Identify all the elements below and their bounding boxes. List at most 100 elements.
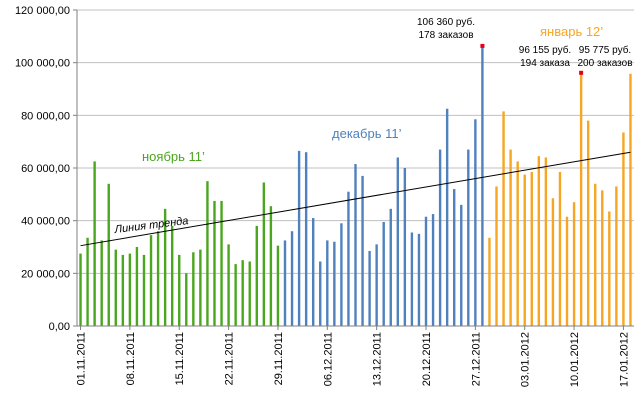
- x-axis-ticks: 01.11.2011 08.11.2011 15.11.2011 22.11.2011…: [76, 326, 630, 387]
- bar: [156, 231, 160, 326]
- bar: [629, 73, 632, 326]
- x-tick-label: 27.12.2011: [470, 332, 482, 386]
- bar: [431, 214, 435, 326]
- x-tick-label: 01.11.2011: [76, 332, 88, 385]
- bar: [608, 211, 611, 326]
- bar: [340, 223, 343, 326]
- x-tick-label: 13.12.2011: [372, 332, 384, 386]
- bar: [396, 157, 400, 326]
- bar: [509, 149, 512, 326]
- bar: [544, 157, 548, 326]
- bar: [326, 240, 329, 326]
- bar: [227, 244, 230, 326]
- annotation: 106 360 руб. 178 заказов: [417, 16, 475, 41]
- bar: [361, 175, 364, 326]
- bar: [185, 273, 188, 326]
- bar: [347, 191, 350, 326]
- bar: [558, 171, 562, 326]
- bar: [262, 182, 266, 326]
- bar: [149, 235, 153, 326]
- x-tick-label: 17.01.2012: [618, 332, 630, 387]
- bar: [248, 261, 251, 326]
- bar: [586, 120, 590, 326]
- bar: [467, 149, 470, 326]
- bar: [445, 108, 449, 326]
- bar: [438, 149, 442, 326]
- bar: [481, 45, 484, 326]
- bar: [579, 72, 583, 326]
- bar: [375, 244, 378, 326]
- y-tick-label: 40 000,00: [21, 216, 70, 228]
- y-tick-label: 20 000,00: [21, 268, 70, 280]
- trend-line-label: Линия тренда: [113, 215, 189, 236]
- bar: [128, 253, 132, 326]
- bar: [79, 253, 82, 326]
- bar: [107, 183, 110, 326]
- y-tick-label: 120 000,00: [15, 5, 70, 17]
- y-tick-label: 80 000,00: [21, 110, 70, 122]
- bar: [403, 168, 407, 326]
- y-tick-label: 100 000,00: [15, 58, 70, 70]
- bar: [537, 156, 541, 326]
- x-tick-label: 10.01.2012: [569, 332, 581, 387]
- x-tick-label: 03.01.2012: [520, 332, 532, 387]
- bar: [297, 150, 301, 326]
- bar: [163, 208, 167, 326]
- bar: [114, 249, 117, 326]
- bar: [178, 254, 181, 326]
- bar: [601, 190, 604, 326]
- x-tick-label: 08.11.2011: [125, 332, 137, 385]
- bar: [453, 189, 456, 326]
- bar: [121, 254, 125, 326]
- bar: [424, 216, 428, 326]
- bar: [382, 221, 385, 326]
- period-label-december: декабрь 11’: [332, 126, 402, 141]
- bar: [199, 249, 202, 326]
- y-axis-ticks: 0,00 20 000,00 40 000,00 60 000,00 80 000,00…: [15, 5, 77, 333]
- annotations: 106 360 руб. 178 заказов 96 155 руб. 194 за…: [417, 16, 633, 69]
- period-label-november: ноябрь 11’: [142, 149, 205, 164]
- bar: [572, 202, 576, 326]
- bar: [622, 132, 625, 326]
- bar: [192, 252, 195, 326]
- bar: [220, 200, 223, 326]
- bar: [594, 183, 597, 326]
- y-tick-label: 60 000,00: [21, 163, 70, 175]
- bars: [79, 45, 632, 327]
- bar: [311, 218, 315, 326]
- bar: [234, 264, 237, 326]
- bar: [488, 237, 491, 326]
- bar: [86, 237, 89, 326]
- x-tick-label: 06.12.2011: [322, 332, 334, 386]
- bar: [319, 261, 322, 326]
- x-tick-label: 15.11.2011: [174, 332, 186, 385]
- bar: [368, 250, 371, 326]
- bar: [213, 200, 216, 326]
- bar: [354, 164, 357, 326]
- bar: [304, 152, 308, 326]
- bar: [615, 186, 618, 326]
- bar: [269, 206, 273, 326]
- annotation: 96 155 руб. 194 заказа: [519, 44, 571, 69]
- bar: [290, 231, 294, 326]
- annotation: 95 775 руб. 200 заказов: [578, 44, 633, 69]
- peak-marker: [579, 70, 584, 75]
- bar: [530, 171, 533, 326]
- bar: [206, 181, 209, 326]
- y-tick-label: 0,00: [49, 321, 70, 333]
- bar: [523, 174, 526, 326]
- bar: [516, 161, 519, 326]
- bar: [276, 245, 280, 326]
- bar: [389, 208, 392, 326]
- bar: [410, 232, 414, 326]
- bar: [460, 204, 463, 326]
- bar: [474, 119, 477, 327]
- bar: [417, 233, 421, 326]
- peak-markers: [480, 43, 584, 75]
- bar: [502, 111, 505, 326]
- bar: [170, 225, 174, 326]
- bar: [551, 198, 555, 326]
- period-label-january: январь 12’: [540, 24, 603, 39]
- bar: [565, 216, 569, 326]
